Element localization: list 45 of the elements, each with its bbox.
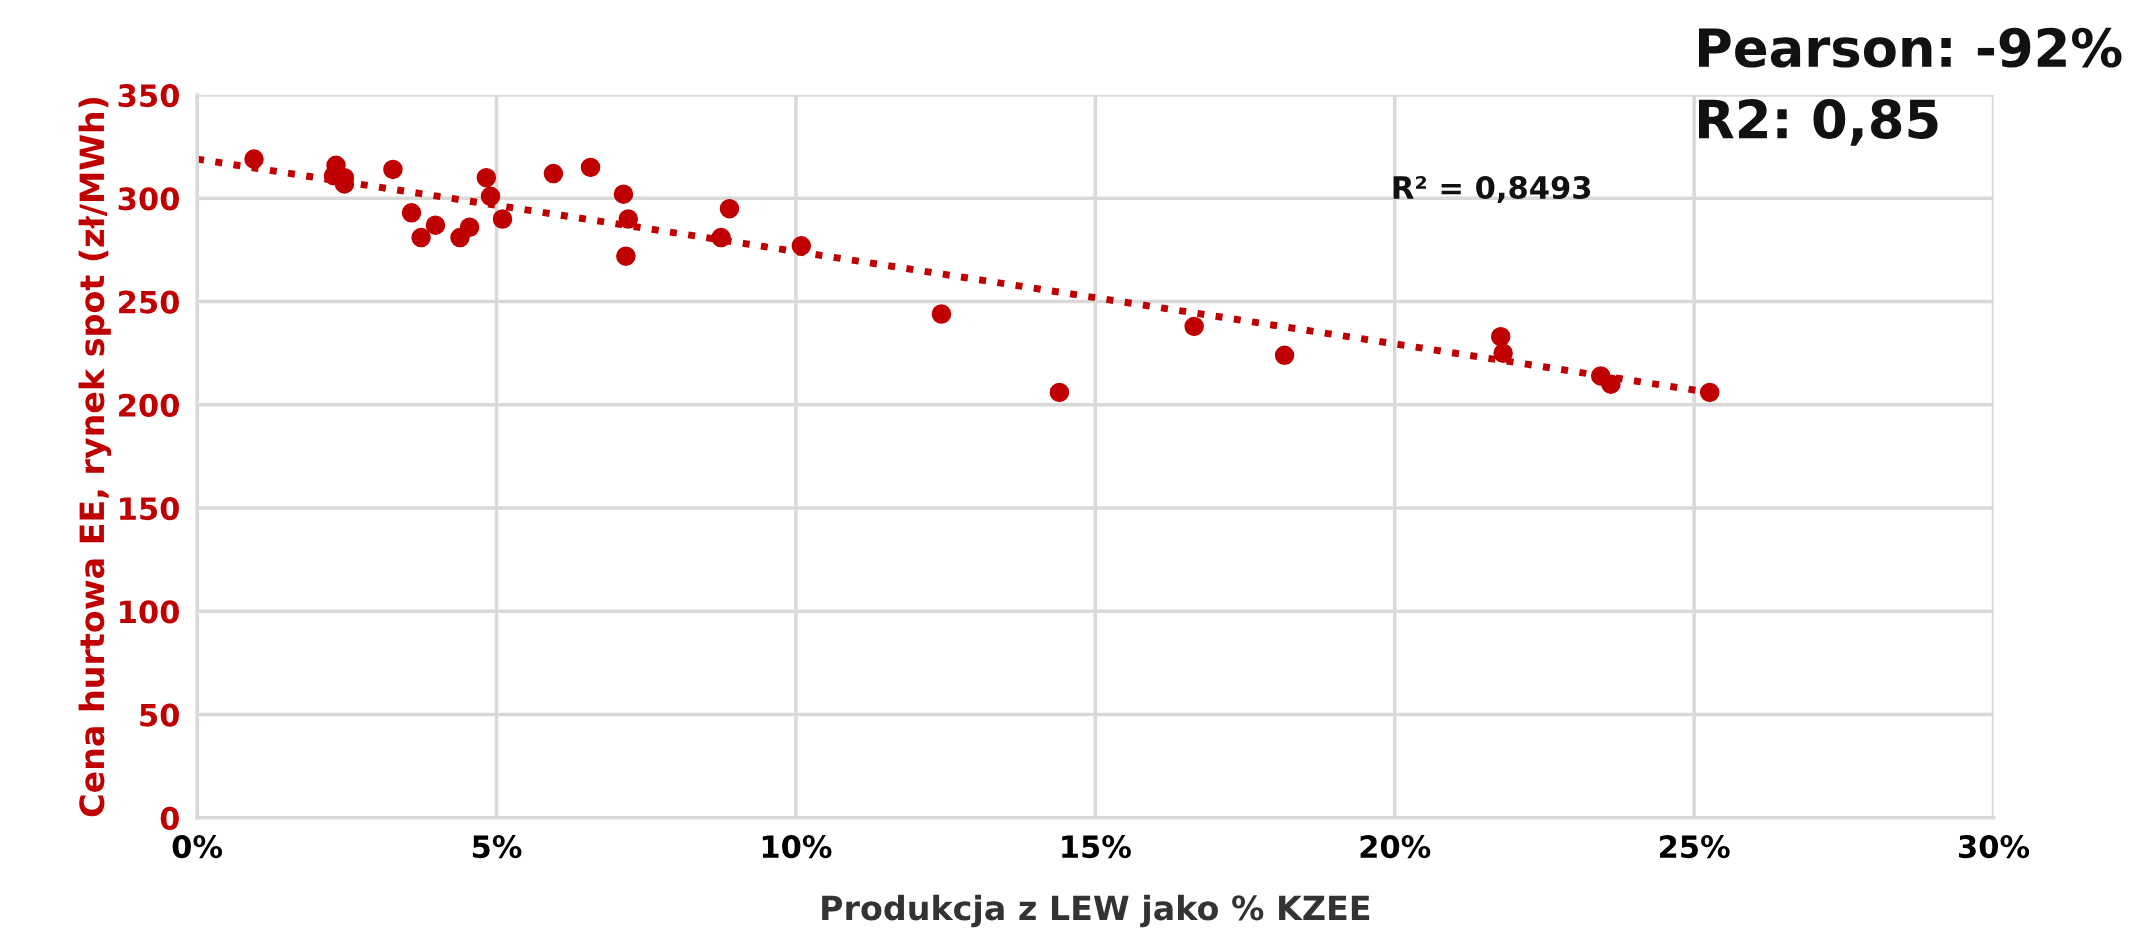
y-tick-label: 50 bbox=[140, 703, 179, 727]
point bbox=[383, 159, 403, 180]
y-tick-label: 250 bbox=[119, 290, 179, 314]
point bbox=[616, 246, 636, 266]
point bbox=[459, 217, 480, 238]
point bbox=[411, 227, 431, 248]
point bbox=[244, 149, 264, 169]
x-tick-label: 30% bbox=[1959, 835, 2030, 859]
point bbox=[1493, 343, 1513, 363]
y-tick-label: 150 bbox=[120, 497, 179, 521]
x-tick-label: 25% bbox=[1659, 835, 1730, 859]
x-tick-label: 20% bbox=[1360, 835, 1431, 859]
point bbox=[931, 304, 952, 324]
point bbox=[618, 209, 639, 229]
point bbox=[476, 167, 497, 188]
point bbox=[1274, 345, 1295, 366]
text: Pearson: -92% bbox=[1698, 27, 2122, 68]
annotation: R² = 0,8493 bbox=[1393, 175, 1591, 203]
point bbox=[791, 236, 812, 256]
y-tick-label: 200 bbox=[119, 393, 179, 417]
point bbox=[492, 209, 513, 229]
y-tick-label: 100 bbox=[120, 600, 179, 624]
x-tick-label: 15% bbox=[1062, 835, 1131, 859]
point bbox=[1184, 316, 1204, 337]
point bbox=[543, 163, 564, 184]
x-axis-title: Produkcja z LEW jako % KZEE bbox=[822, 894, 1370, 928]
y-tick-label: 350 bbox=[118, 84, 179, 108]
x-tick-label: 5% bbox=[472, 835, 522, 859]
point bbox=[425, 215, 446, 235]
point bbox=[711, 227, 731, 248]
point bbox=[580, 157, 601, 178]
y-tick-label: 300 bbox=[118, 187, 179, 211]
annotation: R2: 0,85 bbox=[1698, 99, 1938, 146]
point bbox=[401, 203, 422, 223]
point bbox=[719, 198, 740, 219]
point bbox=[1490, 326, 1511, 347]
y-axis-title: Cena hurtowa EE, rynek spot (zł/MWh) bbox=[78, 97, 112, 817]
point bbox=[480, 186, 501, 207]
point bbox=[1049, 382, 1070, 403]
point bbox=[1699, 382, 1720, 403]
point bbox=[613, 184, 634, 204]
y-tick-label: 0 bbox=[160, 806, 179, 830]
point bbox=[1601, 374, 1621, 394]
x-tick-label: 10% bbox=[762, 835, 832, 859]
x-tick-label: 0% bbox=[172, 835, 223, 859]
